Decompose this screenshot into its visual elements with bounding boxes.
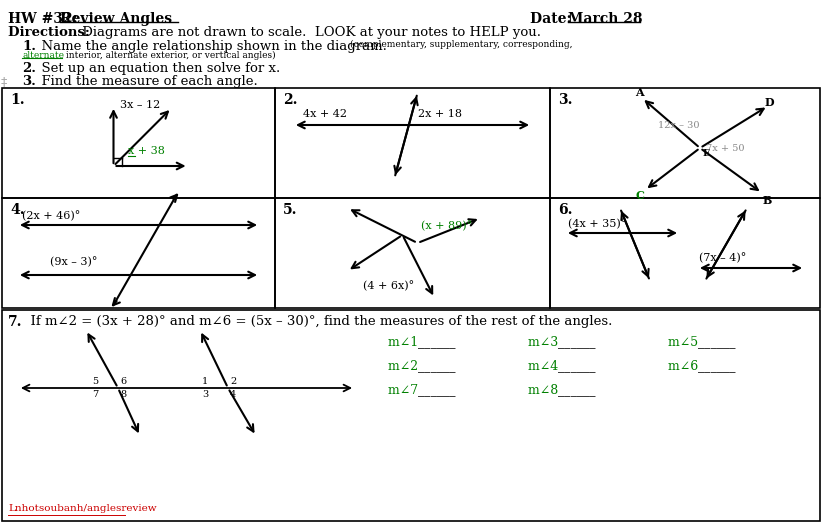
Text: (4x + 35)°: (4x + 35)° [568,219,626,229]
Text: ______: ______ [558,384,595,397]
Text: (2x + 46)°: (2x + 46)° [22,210,81,221]
Text: (x + 89)°: (x + 89)° [421,220,472,231]
Text: 5.: 5. [283,203,298,217]
Text: m∠8: m∠8 [528,384,562,397]
Text: ______: ______ [558,360,595,373]
Text: 3: 3 [201,390,208,399]
Text: m∠5: m∠5 [668,336,702,349]
Bar [275,88,550,198]
Text: alternate: alternate [22,51,64,60]
Text: A: A [635,87,644,98]
Bar [550,88,820,198]
Text: 2x + 18: 2x + 18 [418,109,461,119]
Text: m∠3: m∠3 [528,336,562,349]
Text: 7: 7 [92,390,98,399]
Text: 1.: 1. [10,93,25,107]
Bar [2,88,275,198]
Text: 5: 5 [92,377,98,386]
Text: Find the measure of each angle.: Find the measure of each angle. [33,75,258,88]
Text: 4.: 4. [10,203,25,217]
Text: ______: ______ [698,360,736,373]
Text: Date:: Date: [530,12,581,26]
Text: ______: ______ [698,336,736,349]
Text: If m∠2 = (3x + 28)° and m∠6 = (5x – 30)°, find the measures of the rest of the a: If m∠2 = (3x + 28)° and m∠6 = (5x – 30)°… [22,315,612,328]
Text: ______: ______ [418,384,455,397]
Text: (7x – 4)°: (7x – 4)° [699,253,746,263]
Text: Review Angles: Review Angles [60,12,172,26]
Text: 8: 8 [120,390,126,399]
Text: 6.: 6. [558,203,572,217]
Text: 2.: 2. [22,62,36,75]
Text: Name the angle relationship shown in the diagram.: Name the angle relationship shown in the… [33,40,391,53]
Text: C: C [635,190,644,201]
Text: (9x – 3)°: (9x – 3)° [50,256,97,267]
Text: (4 + 6x)°: (4 + 6x)° [363,280,413,291]
Text: 7x + 50: 7x + 50 [706,144,745,153]
Text: 12x – 30: 12x – 30 [658,121,700,130]
Text: 2.: 2. [283,93,298,107]
Text: m∠6: m∠6 [668,360,702,373]
Text: HW #32:: HW #32: [8,12,87,26]
Text: B: B [763,195,773,206]
Text: 1.: 1. [22,40,36,53]
Text: m∠2: m∠2 [388,360,423,373]
Text: Diagrams are not drawn to scale.  LOOK at your notes to HELP you.: Diagrams are not drawn to scale. LOOK at… [78,26,541,39]
Text: Directions:: Directions: [8,26,95,39]
Text: m∠7: m∠7 [388,384,423,397]
Text: 3.: 3. [22,75,36,88]
Text: 2: 2 [230,377,236,386]
Text: 3.: 3. [558,93,572,107]
Text: 4: 4 [230,390,236,399]
Text: 4x + 42: 4x + 42 [303,109,347,119]
Text: Set up an equation then solve for x.: Set up an equation then solve for x. [33,62,280,75]
Text: ‡: ‡ [1,75,7,88]
Text: E: E [703,149,710,158]
Text: m∠4: m∠4 [528,360,562,373]
Text: (complementary, supplementary, corresponding,: (complementary, supplementary, correspon… [350,40,572,49]
Text: D: D [765,97,774,108]
Bar [2,310,820,521]
Text: 7.: 7. [8,315,22,329]
Text: ______: ______ [418,336,455,349]
Text: 3x – 12: 3x – 12 [119,100,159,110]
Bar [550,198,820,308]
Text: March 28: March 28 [568,12,643,26]
Text: m∠1: m∠1 [388,336,423,349]
Text: x + 38: x + 38 [127,146,164,156]
Text: ______: ______ [418,360,455,373]
Text: ______: ______ [558,336,595,349]
Text: 1: 1 [201,377,208,386]
Bar [2,198,275,308]
Text: interior, alternate exterior, or vertical angles): interior, alternate exterior, or vertica… [63,51,275,60]
Text: 6: 6 [120,377,126,386]
Text: Lnhotsoubanh/anglesreview: Lnhotsoubanh/anglesreview [8,504,157,513]
Bar [275,198,550,308]
